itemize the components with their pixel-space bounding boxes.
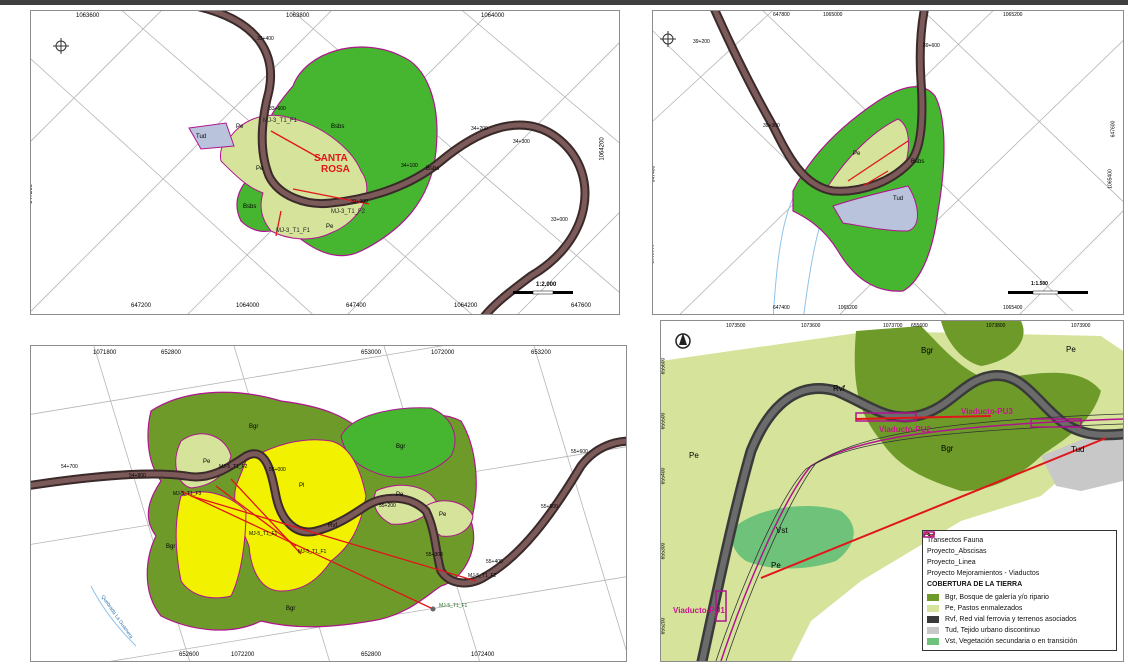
legend-label: Bgr, Bosque de galería y/o ripario [945, 594, 1049, 601]
line-symbol [923, 534, 935, 535]
transect-line [760, 437, 1107, 579]
urban-area [188, 122, 235, 150]
map-panel-santa-rosa: 1063600 1063800 1064000 647200 1064000 6… [30, 10, 620, 315]
map-canvas-2 [653, 11, 1123, 314]
urban-area [832, 185, 918, 232]
viaduct-box [1030, 418, 1082, 428]
top-rule [0, 0, 1128, 5]
gallery-forest-area [854, 326, 1101, 491]
legend-item: Vst, Vegetación secundaria o en transici… [927, 636, 1112, 647]
legend-swatch [927, 638, 939, 645]
transects [847, 140, 909, 187]
stream [90, 585, 137, 647]
forest-area [340, 407, 456, 478]
map-legend: Transectos Fauna Proyecto_Abscisas Proye… [922, 530, 1117, 651]
north-arrow-1 [53, 38, 69, 54]
legend-item: Transectos Fauna [923, 531, 1112, 546]
legend-item: Proyecto Mejoramientos - Viaductos [923, 531, 1112, 579]
legend-label: Proyecto Mejoramientos - Viaductos [927, 570, 1040, 577]
north-arrow-4 [675, 333, 691, 349]
map-panel-4: 1073500 1073600 1073700 655600 1073800 1… [660, 320, 1124, 662]
pasture-area [220, 114, 368, 240]
north-arrow-2 [660, 31, 676, 47]
railway-fill [204, 11, 588, 314]
map-panel-2: 647800 1065000 1065200 647400 1065200 10… [652, 10, 1124, 315]
legend-label: Proyecto_Abscisas [927, 548, 987, 555]
legend-swatch [927, 627, 939, 634]
legend-item: Bgr, Bosque de galería y/o ripario [927, 592, 1112, 603]
railway-fill [699, 372, 1123, 661]
legend-item: Proyecto_Abscisas [927, 533, 1112, 557]
railway-fill [712, 11, 927, 194]
project-line [715, 423, 1123, 661]
transect-line [855, 415, 992, 420]
legend-label: Pe, Pastos enmalezados [945, 605, 1023, 612]
legend-label: Rvf, Red vial ferrovia y terrenos asocia… [945, 616, 1077, 623]
viaduct-symbol [923, 531, 935, 538]
transect-endpoint [430, 606, 436, 612]
railway-fill [31, 438, 626, 586]
project-line [725, 413, 1123, 661]
legend-swatch [927, 616, 939, 623]
legend-label: Transectos Fauna [927, 537, 984, 544]
legend-heading: COBERTURA DE LA TIERRA [927, 581, 1023, 588]
transects [180, 478, 477, 609]
map-panel-3: 1071800 652800 653000 1072000 653200 652… [30, 345, 627, 662]
legend-label: Proyecto_Linea [927, 559, 976, 566]
scale-bar-2 [1008, 290, 1088, 295]
gallery-forest-area [941, 321, 1024, 366]
legend-swatch [927, 594, 939, 601]
map-canvas-1 [31, 11, 619, 314]
map-canvas-3 [31, 346, 626, 661]
legend-item: Pe, Pastos enmalezados [927, 603, 1112, 614]
legend-swatch [927, 605, 939, 612]
legend-item: Rvf, Red vial ferrovia y terrenos asocia… [927, 614, 1112, 625]
viaduct-box [715, 590, 727, 622]
legend-label: Tud, Tejido urbano discontinuo [945, 627, 1040, 634]
urban-grey-area [1041, 431, 1123, 491]
yellow-area [175, 491, 247, 599]
legend-item: Proyecto_Linea [923, 534, 1112, 568]
scale-bar-1 [513, 290, 573, 295]
legend-item: Tud, Tejido urbano discontinuo [927, 625, 1112, 636]
legend-label: Vst, Vegetación secundaria o en transici… [945, 638, 1078, 645]
transects [270, 130, 370, 237]
